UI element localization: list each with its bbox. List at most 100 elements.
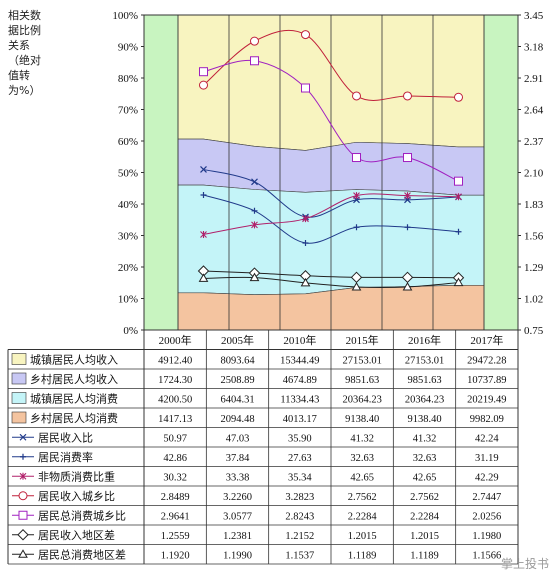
legend-marker-shape: [19, 433, 27, 441]
ratio-series-point-3: [249, 272, 260, 282]
ratio-series-point-1: [454, 176, 463, 186]
table-cell-value: 30.32: [163, 472, 187, 483]
table-cell-value: 1.1566: [472, 550, 501, 561]
legend-label: 乡村居民人均消费: [30, 411, 118, 425]
table-cell-value: 4674.89: [283, 375, 317, 386]
table-cell-value: 2.8243: [285, 511, 314, 522]
left-tick-label: 20%: [118, 262, 138, 274]
right-green-band: [484, 15, 518, 330]
percent-series-point-1: [302, 239, 309, 246]
ratio-series-point-3-shape: [351, 281, 362, 291]
percent-series-point-2: [302, 215, 309, 223]
legend-label: 居民消费率: [38, 450, 93, 464]
table-cell-value: 1.1189: [348, 550, 377, 561]
table-cell-value: 9982.09: [470, 414, 504, 425]
ratio-series-line-3: [203, 276, 459, 288]
ratio-series-point-3-shape: [453, 277, 464, 287]
table-cell-value: 1.2015: [410, 531, 439, 542]
table-cell-value: 27153.01: [342, 355, 381, 366]
watermark-text: 掌上投书: [500, 557, 549, 571]
table-cell-value: 2.2284: [410, 511, 440, 522]
legend-marker-shape: [18, 549, 28, 558]
table-cell-value: 42.65: [413, 472, 437, 483]
table-cell-value: 1.1537: [285, 550, 314, 561]
table-cell-value: 3.0577: [223, 511, 252, 522]
table-cell-value: 15344.49: [280, 355, 319, 366]
table-cell-value: 20219.49: [467, 394, 506, 405]
right-tick-label: 1.02: [524, 294, 543, 306]
percent-series-point-1-shape: [455, 228, 462, 235]
ratio-series-point-3-shape: [249, 272, 260, 282]
ratio-series-point-0-shape: [352, 91, 361, 101]
ratio-series-point-3: [300, 277, 311, 287]
percent-series-point-2: [404, 192, 411, 200]
ratio-series-point-3: [351, 281, 362, 291]
ratio-series-point-0: [250, 36, 259, 46]
ratio-series-point-1: [301, 83, 310, 93]
legend-label: 居民总消费城乡比: [38, 508, 126, 522]
table-cell-value: 2.7447: [472, 492, 501, 503]
percent-series-point-1-shape: [200, 191, 207, 198]
right-tick-label: 0.75: [524, 325, 544, 337]
legend-marker: [18, 510, 28, 520]
ratio-series-point-3-shape: [300, 277, 311, 287]
left-tick-label: 30%: [118, 231, 138, 243]
ratio-series-point-0: [454, 92, 463, 102]
legend-label: 非物质消费比重: [38, 469, 115, 483]
percent-series-line-2: [203, 193, 459, 235]
table-cell-value: 11334.43: [280, 394, 319, 405]
table-cell-value: 3.2823: [285, 492, 314, 503]
left-tick-label: 100%: [112, 10, 138, 22]
ratio-series-point-1: [352, 153, 361, 163]
percent-series-point-1-shape: [353, 224, 360, 231]
table-cell-value: 6404.31: [220, 394, 254, 405]
percent-series-line-1: [203, 194, 459, 244]
right-tick-label: 3.18: [524, 42, 544, 54]
table-cell-value: 2.8489: [161, 492, 190, 503]
ratio-series-point-1: [199, 67, 208, 77]
table-cell-value: 9138.40: [345, 414, 379, 425]
percent-series-point-0-shape: [251, 178, 258, 186]
legend-label: 居民收入地区差: [38, 528, 115, 542]
legend-marker-shape: [18, 510, 28, 520]
table-cell-value: 1.1990: [223, 550, 252, 561]
percent-series-point-1-shape: [404, 224, 411, 231]
right-tick-label: 2.64: [524, 105, 544, 117]
legend-swatch: [11, 372, 27, 385]
table-cell-value: 50.97: [163, 433, 187, 444]
percent-series-point-0: [251, 178, 258, 186]
table-cell-value: 1.1920: [161, 550, 190, 561]
percent-series-point-1-shape: [302, 239, 309, 246]
legend-label: 居民收入城乡比: [38, 489, 115, 503]
right-tick-label: 2.91: [524, 73, 543, 85]
left-tick-label: 80%: [118, 73, 138, 85]
ratio-series-point-0-shape: [199, 80, 208, 90]
percent-series-line-0: [203, 168, 459, 218]
ratio-series-point-0-shape: [301, 30, 310, 40]
table-cell-value: 27.63: [288, 453, 312, 464]
category-header-label: 2015年: [346, 333, 379, 347]
ratio-series-point-0-shape: [250, 36, 259, 46]
legend-label: 城镇居民人均消费: [30, 391, 118, 405]
category-header-label: 2005年: [221, 333, 254, 347]
table-cell-value: 2094.48: [220, 414, 254, 425]
table-cell-value: 1.2152: [285, 531, 314, 542]
table-cell-value: 20364.23: [342, 394, 381, 405]
table-cell-value: 1.2559: [161, 531, 190, 542]
right-tick-label: 1.29: [524, 262, 544, 274]
table-cell-value: 42.29: [475, 472, 499, 483]
ratio-series-point-3: [453, 277, 464, 287]
table-cell-value: 2.0256: [472, 511, 501, 522]
legend-marker: [20, 453, 26, 460]
percent-series-point-0-shape: [200, 166, 207, 173]
table-cell-value: 9138.40: [407, 414, 441, 425]
table-cell-value: 9851.63: [407, 375, 441, 386]
percent-series-point-1-shape: [251, 207, 258, 214]
percent-series-point-2-shape: [251, 221, 258, 229]
left-tick-label: 60%: [118, 136, 138, 148]
legend-label: 城镇居民人均收入: [30, 352, 118, 366]
ratio-series-point-0: [301, 30, 310, 40]
legend-label: 居民收入比: [38, 430, 93, 444]
ratio-series-point-1-shape: [454, 176, 463, 186]
ratio-series-point-0: [199, 80, 208, 90]
